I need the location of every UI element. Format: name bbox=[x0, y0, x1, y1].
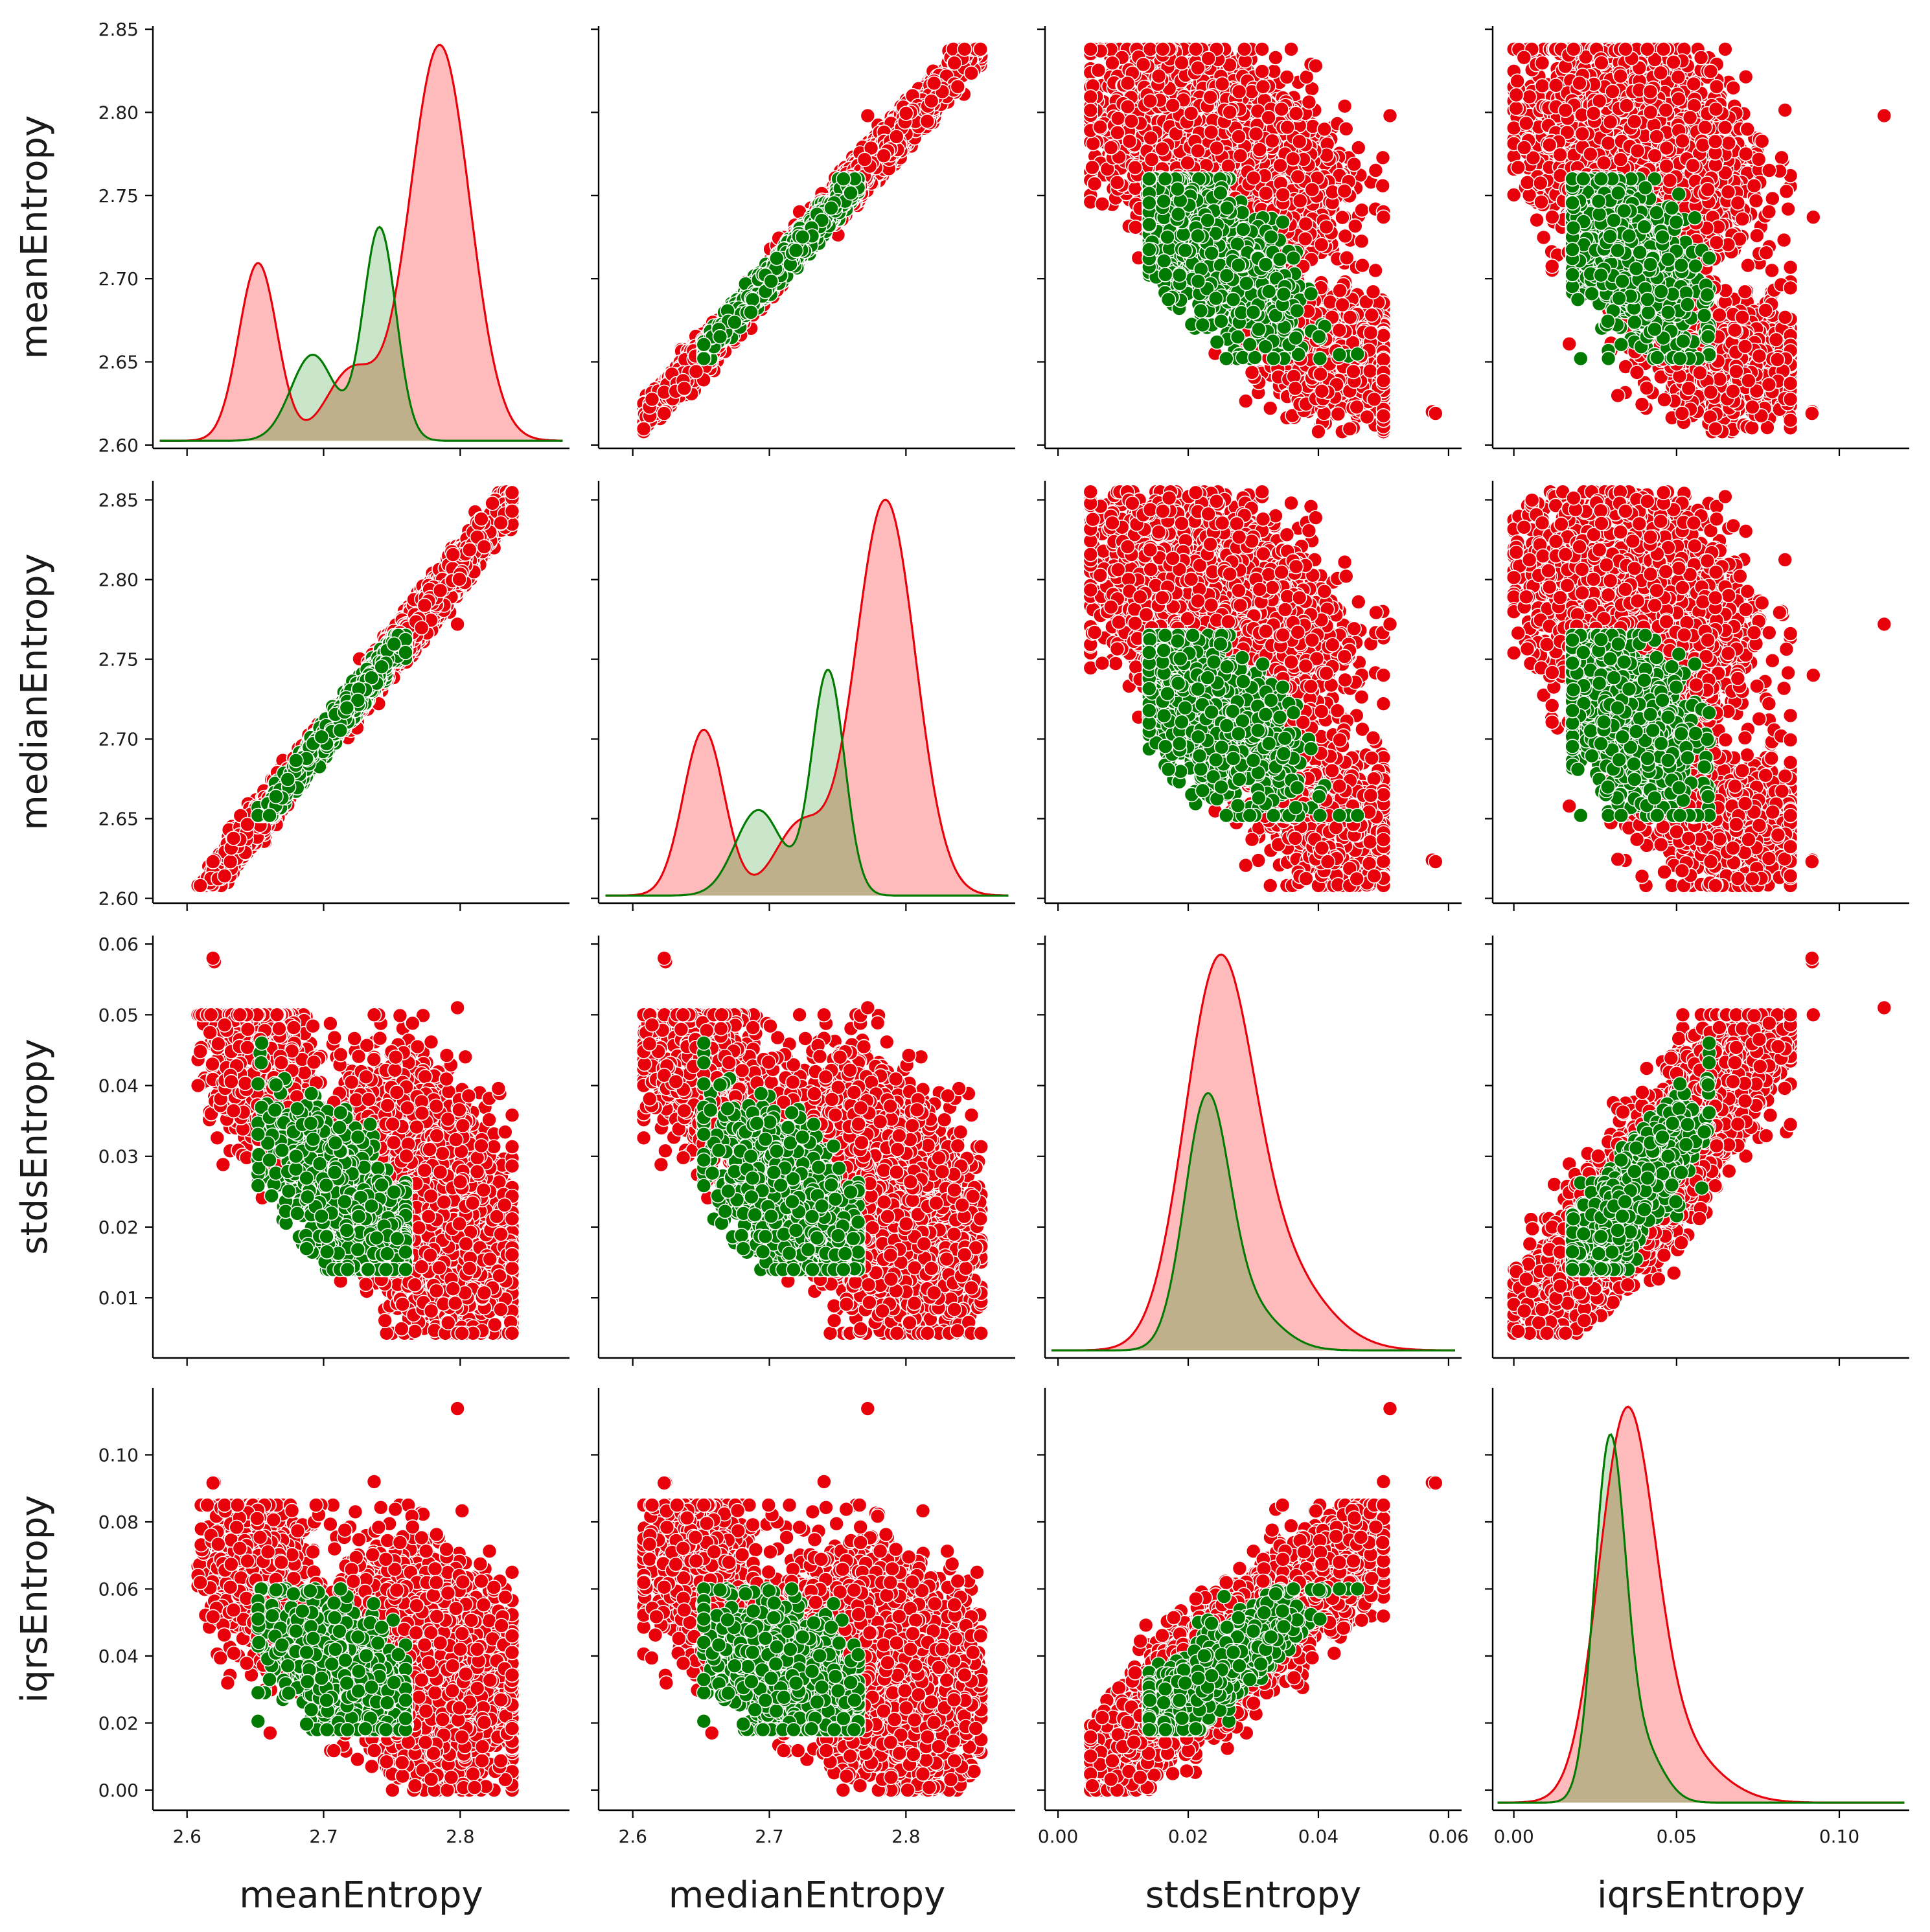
y-tick-label: 2.85 bbox=[98, 19, 139, 40]
panel-meanEntropy-vs-medianEntropy bbox=[591, 26, 1015, 456]
y-tick-label: 2.75 bbox=[98, 185, 139, 207]
point-red bbox=[637, 422, 651, 436]
point-red bbox=[947, 56, 961, 70]
panel-meanEntropy-vs-meanEntropy: 2.60 2.65 2.70 2.75 2.80 2.85 bbox=[98, 19, 569, 456]
panel-marks bbox=[160, 45, 563, 441]
point-red bbox=[927, 76, 941, 90]
panel-marks bbox=[637, 42, 989, 439]
y-tick-label: 2.65 bbox=[98, 352, 139, 373]
point-red bbox=[958, 42, 972, 56]
point-red bbox=[920, 114, 934, 128]
y-tick-label: 2.80 bbox=[98, 102, 139, 123]
point-red bbox=[964, 66, 978, 80]
y-tick-label: 2.60 bbox=[98, 435, 139, 456]
y-tick-label: 2.70 bbox=[98, 268, 139, 290]
